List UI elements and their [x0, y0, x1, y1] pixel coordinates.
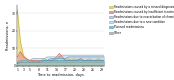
Legend: Readmissions caused by a missed diagnosis, Readmissions caused by insufficient t: Readmissions caused by a missed diagnosi…: [109, 5, 174, 35]
Y-axis label: Readmissions, n: Readmissions, n: [6, 21, 10, 50]
X-axis label: Time to readmission, days: Time to readmission, days: [37, 73, 84, 77]
